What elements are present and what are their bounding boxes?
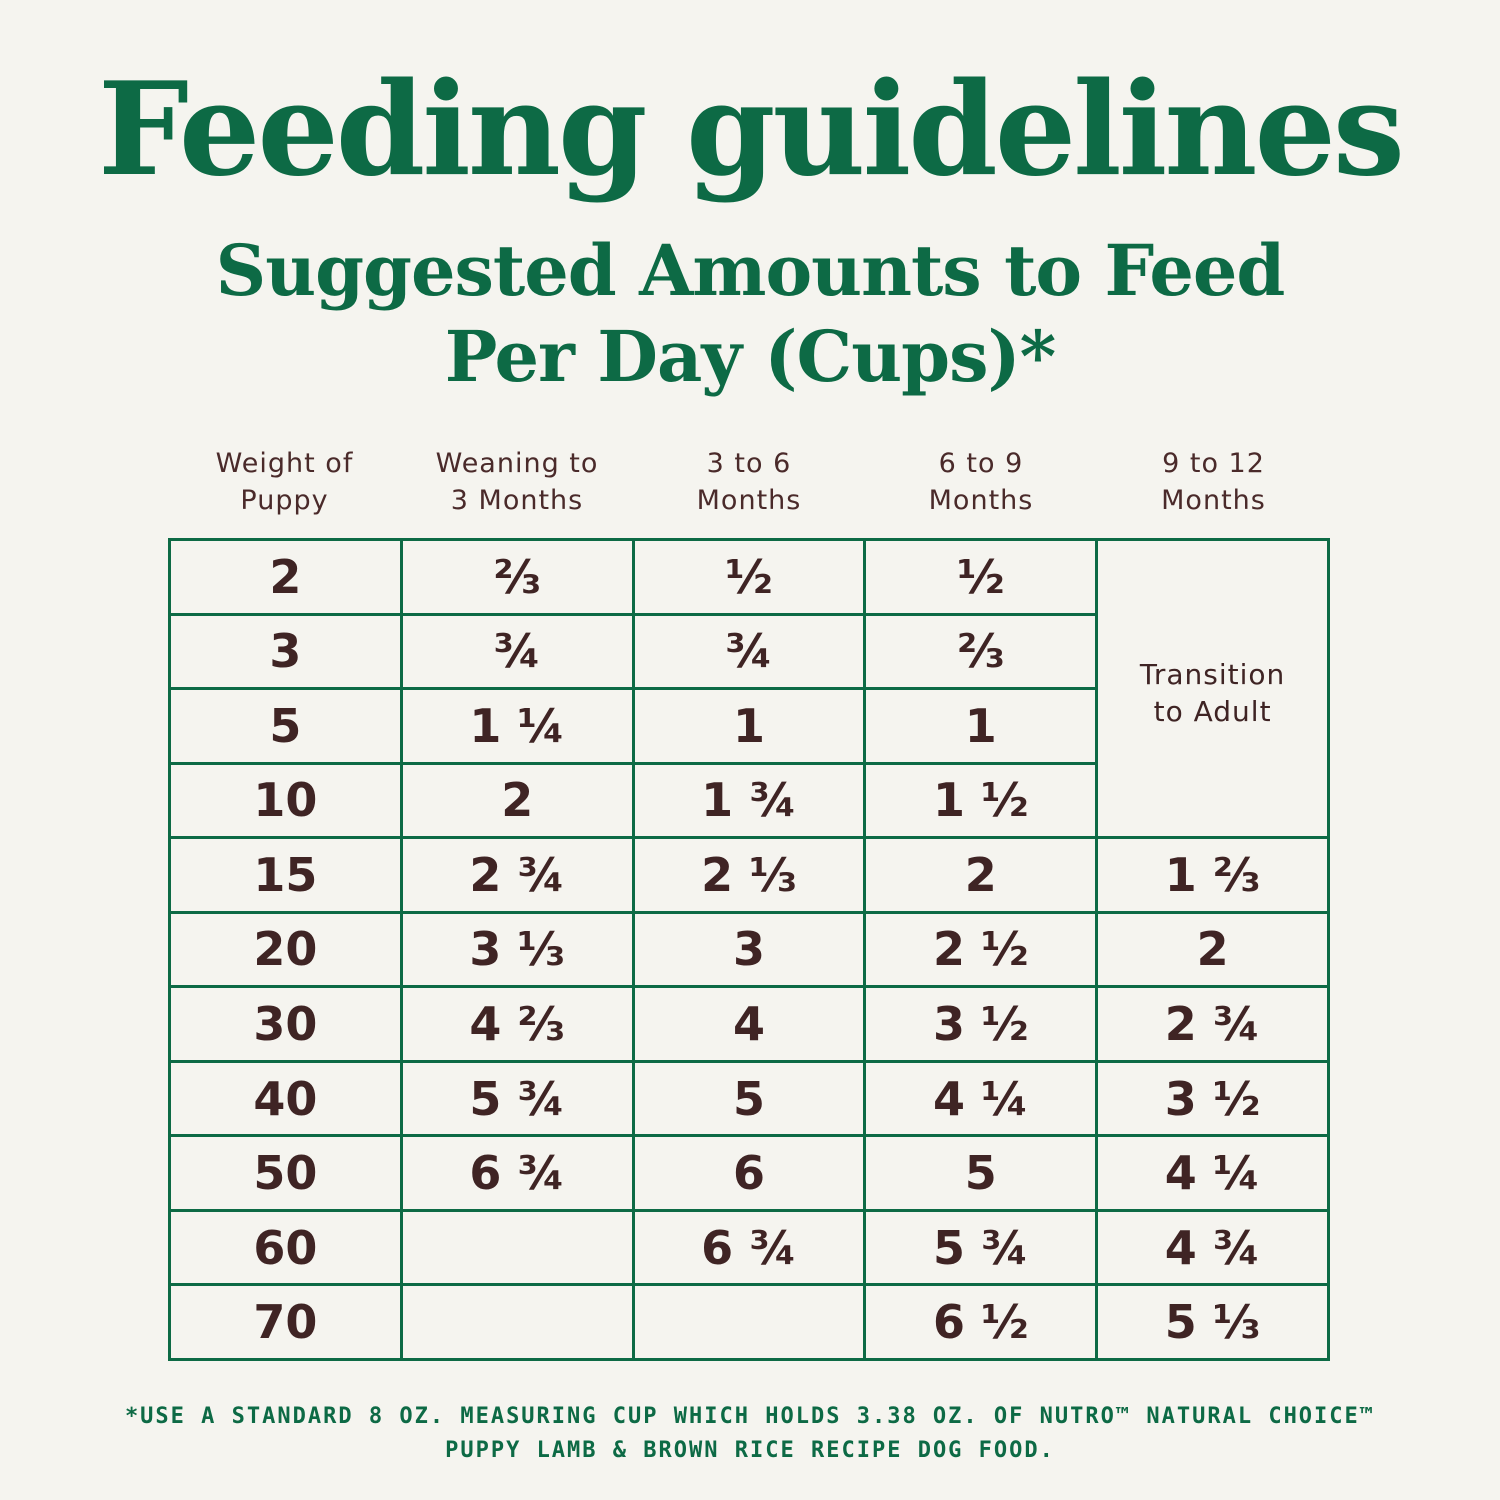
- cell-6-to-9-months: 2 ½: [866, 913, 1096, 986]
- cell-weight: 20: [171, 913, 400, 986]
- header-9-to-12-months: 9 to 12 Months: [1097, 445, 1330, 525]
- header-line: Puppy: [240, 485, 329, 516]
- cell-9-to-12-months: 4 ¾: [1098, 1211, 1327, 1284]
- header-line: 6 to 9: [938, 448, 1024, 479]
- cell-weaning-to-3-months: ⅔: [402, 541, 632, 613]
- cell-weight: 30: [171, 988, 400, 1060]
- cell-3-to-6-months: 1 ¾: [634, 764, 864, 837]
- cell-3-to-6-months: 6 ¾: [634, 1211, 864, 1284]
- cell-6-to-9-months: 1: [866, 690, 1096, 762]
- cell-3-to-6-months: ¾: [634, 615, 864, 688]
- header-line: Months: [696, 485, 802, 516]
- cell-9-to-12-months: 2: [1098, 913, 1327, 986]
- cell-weaning-to-3-months: [402, 1286, 632, 1358]
- cell-3-to-6-months: ½: [634, 541, 864, 613]
- cell-3-to-6-months: [634, 1286, 864, 1358]
- header-line: Months: [1161, 485, 1266, 516]
- cell-weight: 50: [171, 1137, 400, 1209]
- cell-6-to-9-months: 2: [866, 839, 1096, 911]
- cell-weaning-to-3-months: ¾: [402, 615, 632, 688]
- cell-weight: 40: [171, 1062, 400, 1135]
- footnote-line-2: PUPPY LAMB & BROWN RICE RECIPE DOG FOOD.: [445, 1438, 1055, 1463]
- cell-9-to-12-months: 3 ½: [1098, 1062, 1327, 1135]
- header-line: Weaning to: [435, 448, 599, 479]
- header-weaning-to-3-months: Weaning to 3 Months: [401, 445, 633, 525]
- cell-6-to-9-months: 5 ¾: [866, 1211, 1096, 1284]
- cell-9-to-12-months: 4 ¼: [1098, 1137, 1327, 1209]
- cell-weaning-to-3-months: [402, 1211, 632, 1284]
- cell-weight: 2: [171, 541, 400, 613]
- header-line: 9 to 12: [1162, 448, 1265, 479]
- cell-9-to-12-months: 2 ¾: [1098, 988, 1327, 1060]
- footnote: *USE A STANDARD 8 OZ. MEASURING CUP WHIC…: [0, 1400, 1500, 1468]
- table-header-row: Weight of Puppy Weaning to 3 Months 3 to…: [168, 445, 1330, 525]
- cell-6-to-9-months: 1 ½: [866, 764, 1096, 837]
- header-line: Months: [928, 485, 1034, 516]
- cell-9-to-12-months: 1 ⅔: [1098, 839, 1327, 911]
- cell-weight: 15: [171, 839, 400, 911]
- subtitle-line-1: Suggested Amounts to Feed: [215, 229, 1286, 312]
- footnote-line-1: *USE A STANDARD 8 OZ. MEASURING CUP WHIC…: [124, 1404, 1376, 1429]
- cell-weaning-to-3-months: 6 ¾: [402, 1137, 632, 1209]
- transition-line: to Adult: [1153, 695, 1272, 728]
- cell-6-to-9-months: ½: [866, 541, 1096, 613]
- cell-weight: 3: [171, 615, 400, 688]
- header-3-to-6-months: 3 to 6 Months: [633, 445, 865, 525]
- cell-weight: 5: [171, 690, 400, 762]
- cell-6-to-9-months: 6 ½: [866, 1286, 1096, 1358]
- cell-weaning-to-3-months: 3 ⅓: [402, 913, 632, 986]
- cell-weight: 70: [171, 1286, 400, 1358]
- cell-weight: 60: [171, 1211, 400, 1284]
- cell-weaning-to-3-months: 1 ¼: [402, 690, 632, 762]
- cell-3-to-6-months: 6: [634, 1137, 864, 1209]
- cell-9-to-12-months: 5 ⅓: [1098, 1286, 1327, 1358]
- transition-to-adult-cell: Transition to Adult: [1098, 541, 1327, 837]
- page-subtitle: Suggested Amounts to Feed Per Day (Cups)…: [0, 228, 1500, 400]
- cell-6-to-9-months: 5: [866, 1137, 1096, 1209]
- header-line: 3 to 6: [706, 448, 792, 479]
- cell-6-to-9-months: ⅔: [866, 615, 1096, 688]
- cell-weaning-to-3-months: 2 ¾: [402, 839, 632, 911]
- header-line: 3 Months: [450, 485, 584, 516]
- cell-weaning-to-3-months: 4 ⅔: [402, 988, 632, 1060]
- cell-weight: 10: [171, 764, 400, 837]
- subtitle-line-2: Per Day (Cups)*: [444, 315, 1056, 398]
- cell-3-to-6-months: 3: [634, 913, 864, 986]
- cell-weaning-to-3-months: 5 ¾: [402, 1062, 632, 1135]
- header-line: Weight of: [215, 448, 354, 479]
- cell-3-to-6-months: 1: [634, 690, 864, 762]
- cell-weaning-to-3-months: 2: [402, 764, 632, 837]
- header-6-to-9-months: 6 to 9 Months: [865, 445, 1097, 525]
- cell-6-to-9-months: 4 ¼: [866, 1062, 1096, 1135]
- header-weight: Weight of Puppy: [168, 445, 401, 525]
- cell-3-to-6-months: 4: [634, 988, 864, 1060]
- transition-line: Transition: [1139, 658, 1286, 691]
- page-title: Feeding guidelines: [98, 55, 1405, 205]
- cell-3-to-6-months: 2 ⅓: [634, 839, 864, 911]
- cell-3-to-6-months: 5: [634, 1062, 864, 1135]
- cell-6-to-9-months: 3 ½: [866, 988, 1096, 1060]
